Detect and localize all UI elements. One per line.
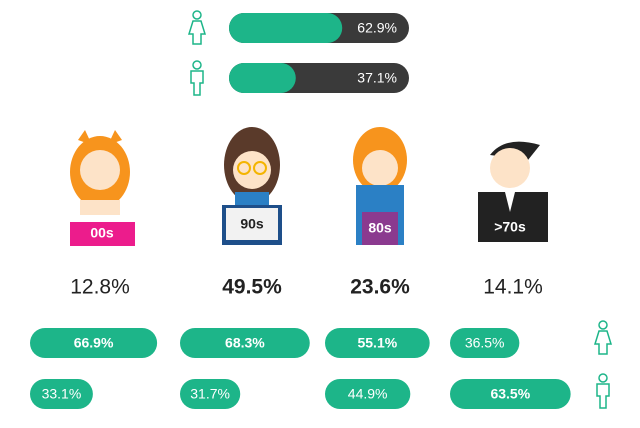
avatar-80s (353, 127, 407, 245)
female-pill (180, 328, 310, 358)
female-pill (325, 328, 430, 358)
share-label: 23.6% (350, 276, 410, 299)
bar (229, 13, 343, 43)
male-pill (325, 379, 411, 409)
generation-label: 00s (90, 225, 114, 241)
female-pill (450, 328, 520, 358)
female-pill-label: 66.9% (74, 335, 114, 351)
female-icon (188, 10, 206, 45)
share-label: 12.8% (70, 276, 130, 299)
female-icon (594, 320, 612, 355)
female-pill-label: 36.5% (465, 335, 505, 351)
male-pill-label: 33.1% (42, 386, 82, 402)
female-pill (30, 328, 158, 358)
male-pill-label: 31.7% (190, 386, 230, 402)
male-icon (596, 373, 610, 409)
bar-label: 37.1% (357, 70, 397, 86)
male-icon (190, 60, 204, 96)
generation-label: >70s (494, 219, 526, 235)
share-label: 14.1% (483, 276, 543, 299)
share-label: 49.5% (222, 276, 282, 299)
male-pill (450, 379, 571, 409)
male-pill (180, 379, 241, 409)
male-pill-label: 44.9% (348, 386, 388, 402)
avatar-00s (70, 130, 135, 246)
male-pill-label: 63.5% (490, 386, 530, 402)
generation-label: 80s (368, 220, 392, 236)
avatar-90s (222, 127, 282, 245)
bar (229, 63, 296, 93)
generation-label: 90s (240, 216, 264, 232)
female-pill-label: 55.1% (357, 335, 397, 351)
male-pill (30, 379, 93, 409)
avatar-70s (478, 141, 548, 242)
female-pill-label: 68.3% (225, 335, 265, 351)
bar-label: 62.9% (357, 20, 397, 36)
